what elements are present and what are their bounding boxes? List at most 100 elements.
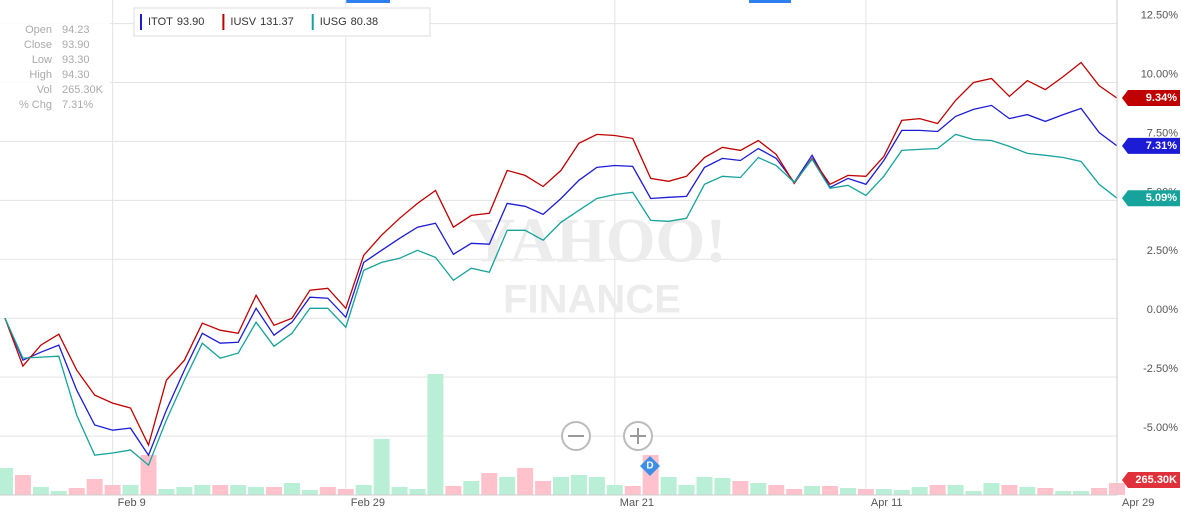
value-badge-label: 5.09%: [1146, 192, 1177, 204]
volume: [0, 374, 1125, 495]
volume-bar: [893, 489, 910, 495]
volume-bar: [14, 475, 31, 495]
y-tick-label: -2.50%: [1143, 363, 1178, 375]
value-badge: [1122, 137, 1180, 154]
volume-bar: [140, 455, 157, 495]
volume-bar: [86, 478, 103, 495]
volume-bar: [570, 475, 587, 495]
lines: [4, 61, 1118, 467]
x-tick-label: Apr 29: [1122, 497, 1154, 509]
tab-marker: [346, 0, 390, 3]
volume-bar: [248, 486, 265, 495]
badges: 7.31% 9.34% 5.09% 265.30K: [1122, 90, 1180, 488]
volume-bar: [768, 485, 785, 495]
zoom-out[interactable]: [561, 421, 591, 451]
dividend-marker[interactable]: D: [640, 456, 660, 476]
info-panel: Open 94.23 Close 93.90 Low 93.30 High 94.30 Vol 2…: [0, 20, 110, 116]
legend-swatch: [311, 14, 314, 30]
y-tick-label: 10.00%: [1141, 68, 1179, 80]
value-badge: [1122, 190, 1180, 207]
volume-bar: [1055, 491, 1072, 495]
legend-name: IUSG: [320, 16, 347, 28]
volume-bar: [337, 488, 354, 495]
zoom-in[interactable]: [623, 421, 653, 451]
info-value: 7.31%: [62, 99, 93, 111]
volume-bar: [553, 476, 569, 495]
legend-price: 131.37: [260, 16, 294, 28]
volume-bar: [301, 489, 318, 495]
volume-bar: [875, 488, 892, 495]
volume-bar: [104, 485, 121, 495]
y-tick-label: 7.50%: [1147, 127, 1178, 139]
info-label: % Chg: [19, 99, 52, 111]
volume-bar: [678, 485, 695, 495]
volume-bar: [965, 491, 982, 495]
x-tick-label: Apr 11: [871, 497, 903, 509]
volume-bar: [445, 485, 462, 495]
x-tick-label: Mar 21: [620, 497, 654, 509]
legend-swatch: [222, 14, 225, 30]
volume-bar: [391, 486, 408, 495]
volume-bar: [696, 476, 713, 495]
volume-bar: [857, 488, 874, 495]
volume-bar: [1019, 486, 1036, 495]
legend-entry[interactable]: IUSV 131.37: [230, 16, 293, 28]
series-line: [4, 61, 1118, 447]
volume-bar: [176, 486, 193, 495]
volume-bar: [481, 473, 498, 495]
volume-bar: [660, 476, 677, 495]
volume-bar: [0, 467, 13, 495]
volume-bar: [535, 481, 552, 495]
value-badge-label: 9.34%: [1146, 92, 1177, 104]
volume-bar: [750, 483, 767, 495]
legend-price: 93.90: [177, 16, 205, 28]
watermark: FINANCE: [503, 278, 681, 322]
value-badge: [1122, 90, 1180, 107]
volume-bar: [606, 485, 623, 495]
volume-bar: [929, 485, 946, 495]
y-tick-label: -5.00%: [1143, 422, 1178, 434]
watermark: YAHOO!: [469, 205, 726, 276]
volume-bar: [1091, 487, 1108, 495]
y-tick-label: 0.00%: [1147, 304, 1178, 316]
legend-entry[interactable]: ITOT 93.90: [148, 16, 204, 28]
volume-bar: [983, 483, 1000, 495]
x-tick-label: Feb 29: [351, 497, 385, 509]
info-label: Open: [25, 24, 52, 36]
value-badge-label: 7.31%: [1146, 140, 1177, 152]
volume-bar: [1001, 485, 1018, 495]
legend-swatch: [140, 14, 142, 30]
volume-bar: [839, 487, 856, 495]
volume-bar: [158, 488, 175, 495]
series-line: [4, 133, 1118, 467]
volume-bar: [194, 485, 211, 495]
volume-bar: [732, 481, 749, 495]
x-tick-label: Feb 9: [118, 497, 146, 509]
info-value: 93.30: [62, 54, 90, 66]
y-tick-label: 12.50%: [1141, 9, 1179, 21]
volume-bar: [427, 374, 444, 495]
volume-bar: [409, 488, 426, 495]
value-badge: [1122, 472, 1180, 488]
volume-bar: [624, 485, 641, 495]
legend-entry[interactable]: IUSG 80.38: [320, 16, 378, 28]
volume-bar: [50, 491, 67, 495]
info-label: High: [29, 69, 52, 81]
volume-bar: [588, 476, 605, 495]
volume-bar: [122, 485, 139, 495]
volume-bar: [212, 485, 229, 495]
legend-name: ITOT: [148, 16, 173, 28]
y-tick-label: 2.50%: [1147, 245, 1178, 257]
volume-bar: [804, 485, 821, 495]
volume-bar: [373, 438, 390, 495]
volume-bar: [517, 467, 534, 495]
legend-price: 80.38: [351, 16, 379, 28]
volume-bar: [68, 487, 85, 495]
volume-bar: [266, 486, 283, 495]
volume-bar: [463, 481, 480, 495]
info-label: Low: [32, 54, 52, 66]
volume-bar: [499, 476, 516, 495]
volume-bar: [32, 486, 49, 495]
volume-bar: [911, 486, 928, 495]
